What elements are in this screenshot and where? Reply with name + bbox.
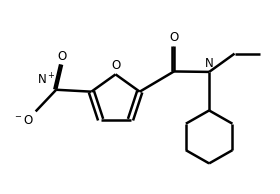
Text: O: O — [111, 59, 120, 72]
Text: O: O — [169, 31, 179, 44]
Text: $^-$O: $^-$O — [13, 114, 34, 127]
Text: O: O — [57, 50, 67, 63]
Text: N: N — [205, 57, 214, 70]
Text: N$^+$: N$^+$ — [37, 73, 55, 88]
